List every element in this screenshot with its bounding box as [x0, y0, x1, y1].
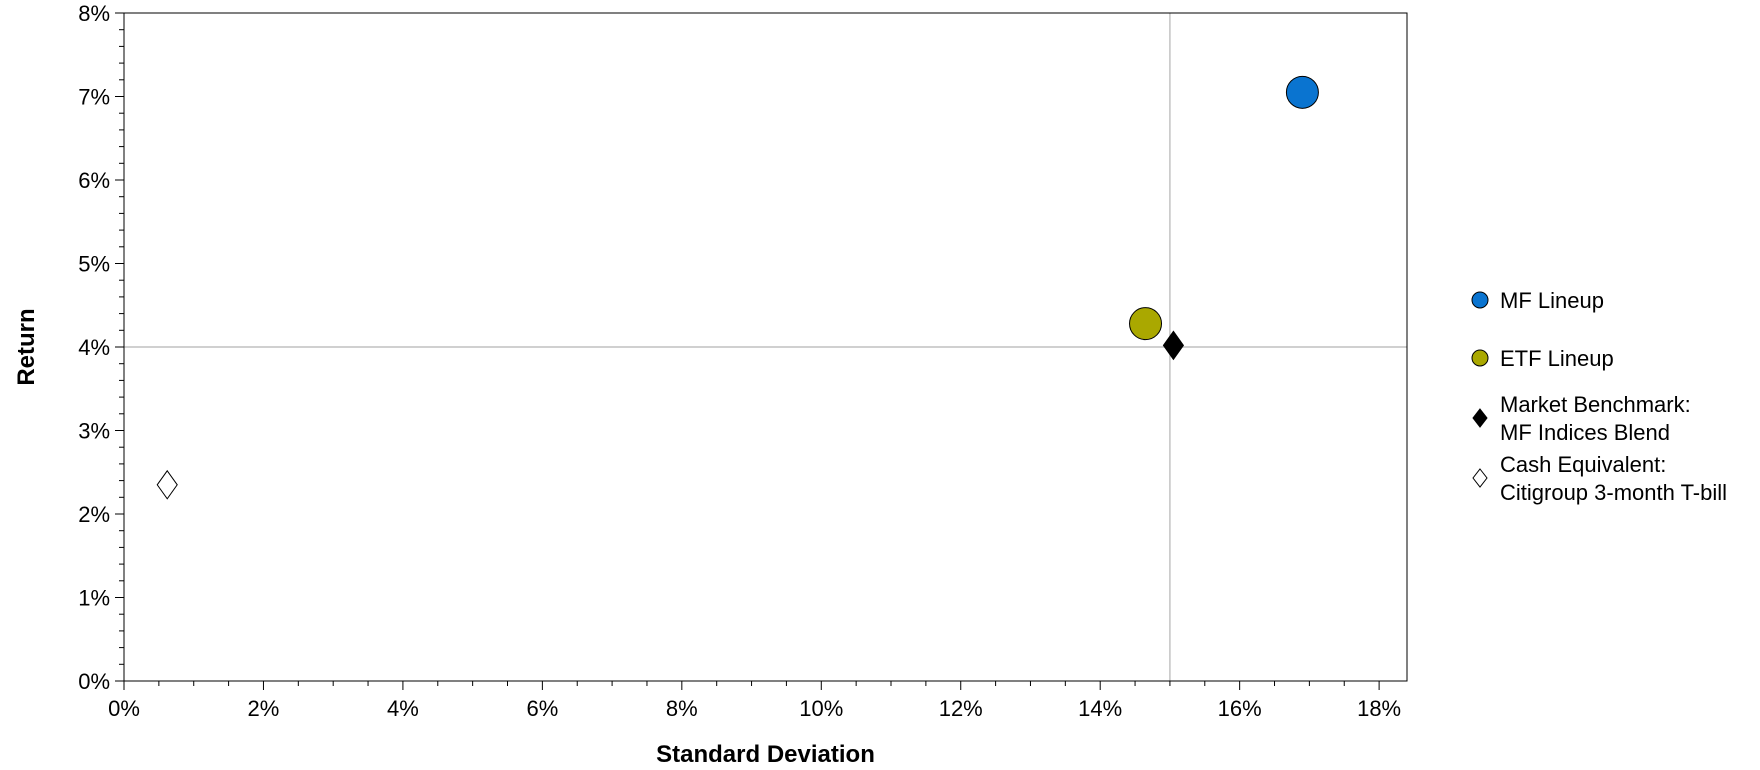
data-point-mf-lineup — [1285, 75, 1319, 109]
data-point-etf-lineup — [1129, 307, 1163, 341]
legend-marker-cash-equivalent-citigroup-3-month-t-bill — [1472, 468, 1488, 488]
legend-label-market-benchmark-mf-indices-blend: MF Indices Blend — [1500, 420, 1670, 445]
legend-label-etf-lineup: ETF Lineup — [1500, 346, 1614, 371]
x-tick-label: 8% — [666, 696, 698, 721]
y-tick-label: 4% — [78, 335, 110, 360]
legend-label-mf-lineup: MF Lineup — [1500, 288, 1604, 313]
legend-marker-market-benchmark-mf-indices-blend — [1472, 408, 1488, 428]
x-tick-label: 18% — [1357, 696, 1401, 721]
x-tick-label: 12% — [939, 696, 983, 721]
reference-lines — [124, 13, 1407, 681]
x-tick-label: 10% — [799, 696, 843, 721]
y-tick-label: 8% — [78, 1, 110, 26]
data-points — [156, 75, 1319, 500]
y-tick-label: 3% — [78, 419, 110, 444]
x-tick-label: 2% — [248, 696, 280, 721]
legend: MF Lineup ETF Lineup Market Benchmark: MF I… — [1471, 288, 1727, 505]
legend-label-cash-equivalent-citigroup-3-month-t-bill: Citigroup 3-month T-bill — [1500, 480, 1727, 505]
y-tick-label: 6% — [78, 168, 110, 193]
y-axis: 0% 1% 2% 3% 4% 5% 6% 7% 8% — [78, 1, 124, 694]
legend-label-cash-equivalent-citigroup-3-month-t-bill: Cash Equivalent: — [1500, 452, 1666, 477]
x-tick-label: 14% — [1078, 696, 1122, 721]
y-tick-label: 2% — [78, 502, 110, 527]
x-axis: 0% 2% 4% 6% 8% 10% 12% 14% 16% 18% — [108, 681, 1401, 721]
y-tick-label: 1% — [78, 586, 110, 611]
data-point-cash-equivalent-citigroup-3-month-t-bill — [156, 469, 178, 500]
legend-marker-etf-lineup — [1471, 349, 1489, 367]
legend-marker-mf-lineup — [1471, 291, 1489, 309]
x-axis-title: Standard Deviation — [656, 741, 875, 768]
x-tick-label: 6% — [526, 696, 558, 721]
legend-label-market-benchmark-mf-indices-blend: Market Benchmark: — [1500, 392, 1691, 417]
data-point-market-benchmark-mf-indices-blend — [1162, 330, 1185, 361]
y-tick-label: 7% — [78, 85, 110, 110]
y-tick-label: 0% — [78, 669, 110, 694]
x-tick-label: 0% — [108, 696, 140, 721]
y-tick-label: 5% — [78, 252, 110, 277]
x-tick-label: 4% — [387, 696, 419, 721]
x-tick-label: 16% — [1218, 696, 1262, 721]
y-axis-title: Return — [13, 308, 40, 385]
